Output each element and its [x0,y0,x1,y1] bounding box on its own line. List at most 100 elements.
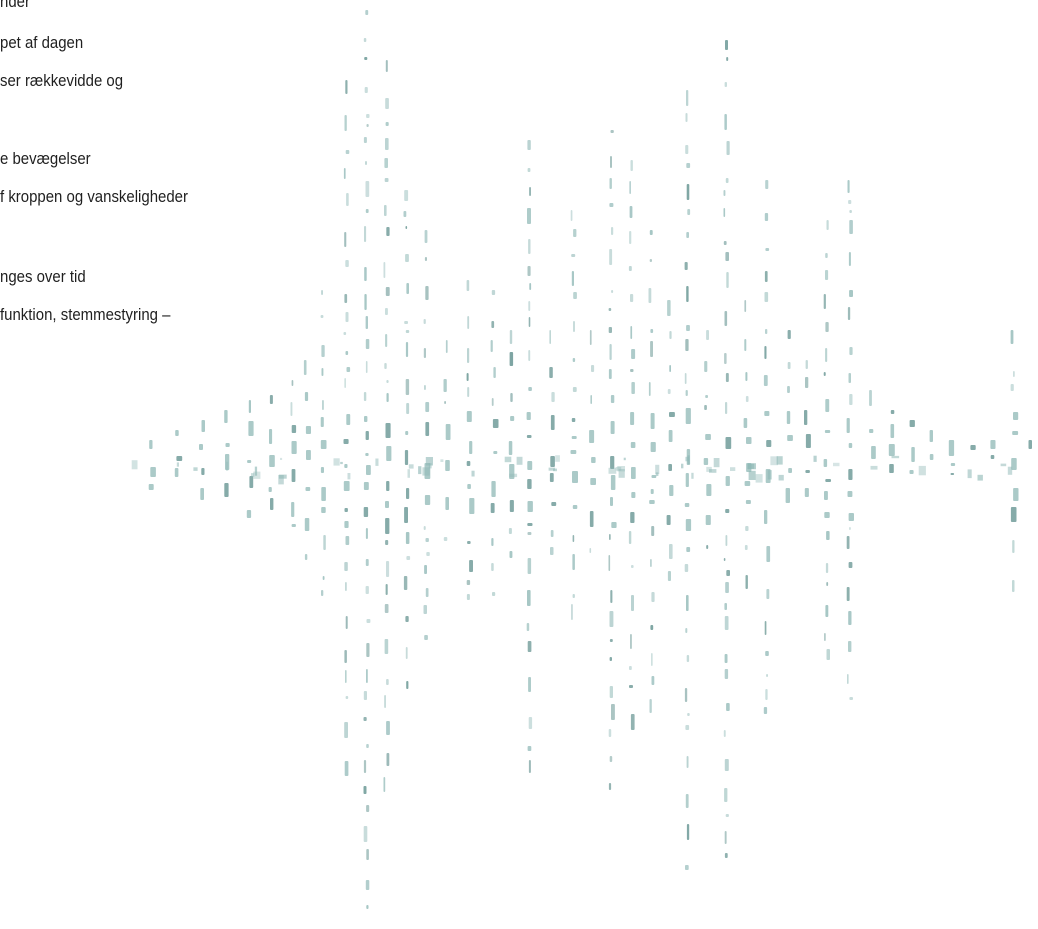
wave-dash [321,507,326,513]
wave-dash [725,402,728,414]
wave-dash [669,544,673,559]
wave-dash [364,294,367,310]
wave-dash [425,286,429,300]
wave-dash [630,160,633,171]
wave-dash [365,431,369,440]
wave-speck [687,455,690,465]
wave-dash [610,497,613,506]
wave-dash [589,511,594,527]
wave-dash [630,714,635,730]
wave-dash [424,565,427,574]
wave-dash [345,312,349,322]
wave-dash [648,288,652,303]
wave-dash [365,880,370,890]
wave-dash [176,456,183,461]
wave-speck [681,463,684,469]
wave-dash [725,40,728,50]
wave-dash [705,434,711,440]
wave-dash [366,669,368,683]
wave-dash [528,387,532,391]
wave-dash [528,317,531,327]
wave-dash [148,484,154,490]
wave-dash [423,348,426,358]
wave-dash [443,537,448,541]
wave-dash [685,113,688,122]
wave-dash [706,545,709,549]
wave-dash [405,254,409,262]
wave-dash [824,491,828,500]
wave-speck [176,462,179,467]
wave-dash [384,639,389,654]
wave-dash [669,485,674,496]
wave-dash [385,122,389,126]
wave-dash [572,505,578,509]
wave-dash [466,580,471,585]
wave-dash [445,340,448,353]
wave-dash [687,713,690,716]
wave-dash [386,753,390,766]
wave-dash [385,334,388,347]
wave-speck [280,457,283,460]
wave-dash [305,487,311,491]
wave-dash [685,339,689,351]
wave-dash [609,249,613,265]
wave-dash [631,382,635,394]
wave-dash [725,814,729,817]
wave-dash [291,425,297,433]
text-line: nder [0,0,30,11]
wave-dash [345,582,347,591]
wave-speck [755,474,763,483]
wave-dash [405,379,410,395]
wave-dash [589,548,592,553]
wave-speck [748,470,756,480]
wave-dash [847,307,851,320]
wave-dash [631,595,634,611]
wave-dash [550,530,554,537]
wave-dash [723,558,726,561]
wave-dash [365,161,367,165]
wave-dash [491,321,495,328]
wave-dash [509,330,513,344]
wave-speck [730,467,736,471]
wave-dash [706,330,709,340]
wave-dash [224,483,229,497]
wave-dash [386,393,389,402]
wave-dash [911,447,915,462]
wave-speck [1000,463,1007,467]
wave-dash [320,440,327,449]
wave-speck [340,461,343,465]
wave-dash [405,431,409,435]
wave-dash [764,292,769,302]
wave-dash [201,468,205,475]
wave-speck [193,467,198,471]
wave-dash [746,437,752,444]
wave-dash [824,512,830,518]
wave-dash [725,252,729,261]
wave-dash [651,526,655,536]
wave-dash [386,721,390,735]
wave-dash [824,430,831,433]
wave-dash [571,418,576,422]
wave-dash [871,446,876,459]
wave-dash [404,321,408,324]
wave-dash [291,469,296,482]
wave-dash [322,576,325,580]
wave-dash [174,468,179,477]
wave-speck [706,466,712,472]
wave-dash [406,403,410,414]
wave-dash [765,248,770,251]
wave-dash [609,657,612,661]
wave-dash [929,430,933,442]
wave-dash [788,468,792,473]
wave-dash [343,168,346,179]
wave-dash [572,387,577,392]
wave-dash [685,473,689,487]
wave-dash [423,319,426,324]
text-line: ser rækkevidde og [0,71,124,90]
wave-dash [787,435,793,441]
wave-dash [725,437,732,449]
wave-dash [526,435,532,438]
wave-dash [224,410,228,423]
wave-dash [346,414,351,425]
wave-dash [445,424,451,440]
